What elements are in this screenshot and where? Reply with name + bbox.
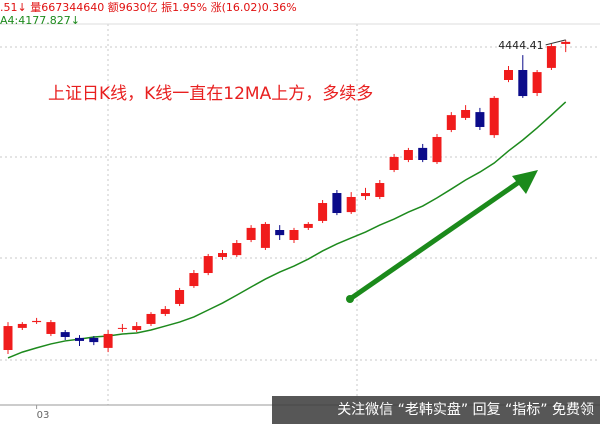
candle-body: [160, 309, 170, 314]
grid: [0, 24, 600, 405]
candle-body: [232, 243, 242, 256]
candle-body: [375, 183, 385, 197]
candle-body: [504, 70, 513, 80]
candle-body: [17, 323, 27, 328]
candle-body: [203, 256, 213, 274]
arrow-tail: [346, 295, 354, 303]
candle-body: [475, 112, 485, 127]
candle-body: [561, 41, 571, 44]
candle-body: [461, 110, 471, 118]
high-label: 4444.41: [498, 39, 544, 52]
candle-body: [361, 193, 370, 197]
plot: 03 4444.41: [3, 39, 571, 421]
candle-body: [260, 223, 270, 248]
candle-body: [403, 150, 413, 160]
candle-body: [489, 97, 499, 136]
high-pointer: [545, 39, 566, 46]
arrow: [346, 170, 538, 303]
candle-body: [289, 230, 299, 240]
candle-body: [246, 227, 256, 240]
candle-body: [146, 313, 156, 324]
candle-body: [418, 147, 428, 160]
candle-body: [332, 193, 342, 214]
candle-body: [218, 253, 227, 257]
candle-body: [60, 332, 70, 337]
watermark-bg: [272, 396, 600, 424]
arrow-shaft: [348, 177, 524, 302]
ma-label: A4:4177.827↓: [0, 14, 80, 27]
candle-body: [446, 115, 456, 130]
candle-body: [132, 326, 142, 330]
annotation: 上证日K线，K线一直在12MA上方，多续多: [48, 84, 373, 104]
watermark: 关注微信 “老韩实盘” 回复 “指标” 免费领: [337, 401, 594, 418]
candle-body: [117, 327, 127, 329]
candle-body: [32, 320, 42, 323]
candle-body: [175, 290, 185, 304]
candle-body: [3, 326, 13, 350]
candle-body: [75, 337, 84, 341]
candle-body: [275, 230, 285, 236]
candle-body: [318, 203, 328, 221]
candle-body: [189, 273, 199, 287]
candle-body: [89, 337, 99, 343]
candle-body: [46, 322, 56, 334]
candle-body: [546, 46, 556, 68]
ma-line: [7, 101, 567, 359]
header-text: .51↓ 量667344640 额9630亿 振1.95% 涨(16.02)0.…: [0, 0, 297, 14]
candle-body: [103, 333, 113, 348]
x-tick-label: 03: [37, 410, 50, 421]
candle-body: [432, 136, 442, 163]
candle-body: [303, 223, 313, 228]
arrow-head: [512, 170, 538, 194]
candle-body: [346, 196, 356, 213]
candle-body: [532, 72, 542, 94]
candle-body: [389, 156, 399, 170]
candle-body: [518, 70, 528, 97]
